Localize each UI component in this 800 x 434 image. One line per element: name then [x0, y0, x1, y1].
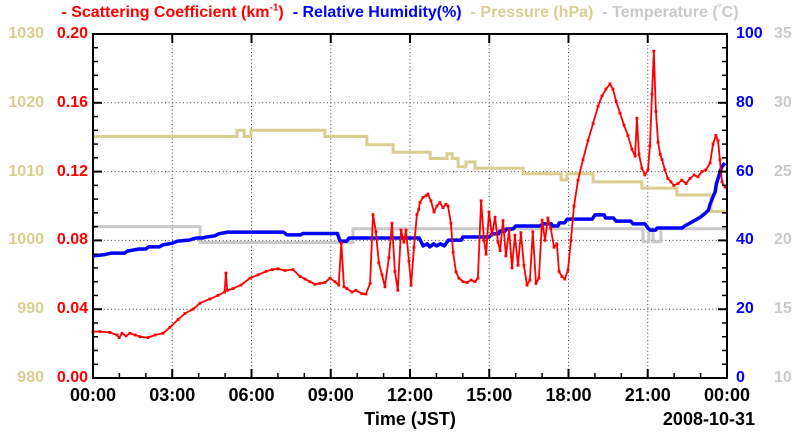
scattering-axis-tick: 0.08: [56, 231, 88, 249]
humidity-axis-tick: 0: [736, 369, 745, 386]
temperature-axis-tick: 25: [774, 162, 792, 180]
temperature-axis-tick: 30: [774, 93, 792, 111]
x-axis-tick: 15:00: [466, 385, 513, 405]
humidity-axis-tick: 40: [736, 231, 754, 249]
temperature-axis-tick: 15: [774, 300, 792, 318]
humidity-axis-tick: 100: [736, 25, 763, 42]
pressure-axis-tick: 1010: [8, 162, 44, 180]
humidity-axis-tick: 20: [736, 300, 754, 318]
x-axis-tick: 06:00: [228, 385, 275, 405]
legend-item-humidity: - Relative Humidity(%): [292, 4, 462, 21]
x-axis-tick: 21:00: [624, 385, 671, 405]
temperature-axis-tick: 35: [774, 25, 792, 42]
x-axis-tick: 00:00: [69, 385, 117, 405]
scattering-axis-tick: 0.12: [56, 162, 88, 180]
humidity-axis-tick: 80: [736, 93, 754, 111]
legend-item-temperature: - Temperature (°C): [602, 2, 739, 21]
x-axis-tick: 09:00: [307, 385, 354, 405]
x-axis-tick: 03:00: [149, 385, 196, 405]
legend-item-pressure: - Pressure (hPa): [470, 4, 594, 21]
x-axis-title: Time (JST): [364, 409, 456, 429]
x-axis-date: 2008-10-31: [662, 409, 755, 429]
pressure-axis-tick: 1030: [8, 25, 44, 42]
temperature-axis-tick: 10: [774, 369, 792, 386]
scattering-axis-tick: 0.16: [56, 93, 88, 111]
legend-item-scattering: - Scattering Coefficient (km-1): [61, 2, 284, 21]
legend: - Scattering Coefficient (km-1) - Relati…: [0, 2, 800, 22]
x-axis-tick: 00:00: [703, 385, 751, 405]
scattering-axis-tick: 0.04: [56, 300, 88, 318]
scattering-axis-tick: 0.20: [56, 25, 88, 42]
pressure-axis-tick: 1000: [8, 231, 44, 249]
scattering-axis-tick: 0.00: [56, 369, 88, 386]
x-axis-tick: 12:00: [386, 385, 434, 405]
pressure-axis-tick: 990: [17, 300, 44, 318]
humidity-axis-tick: 60: [736, 162, 754, 180]
pressure-axis-tick: 980: [17, 369, 44, 386]
pressure-axis-tick: 1020: [8, 93, 44, 111]
temperature-axis-tick: 20: [774, 231, 792, 249]
x-axis-tick: 18:00: [545, 385, 592, 405]
